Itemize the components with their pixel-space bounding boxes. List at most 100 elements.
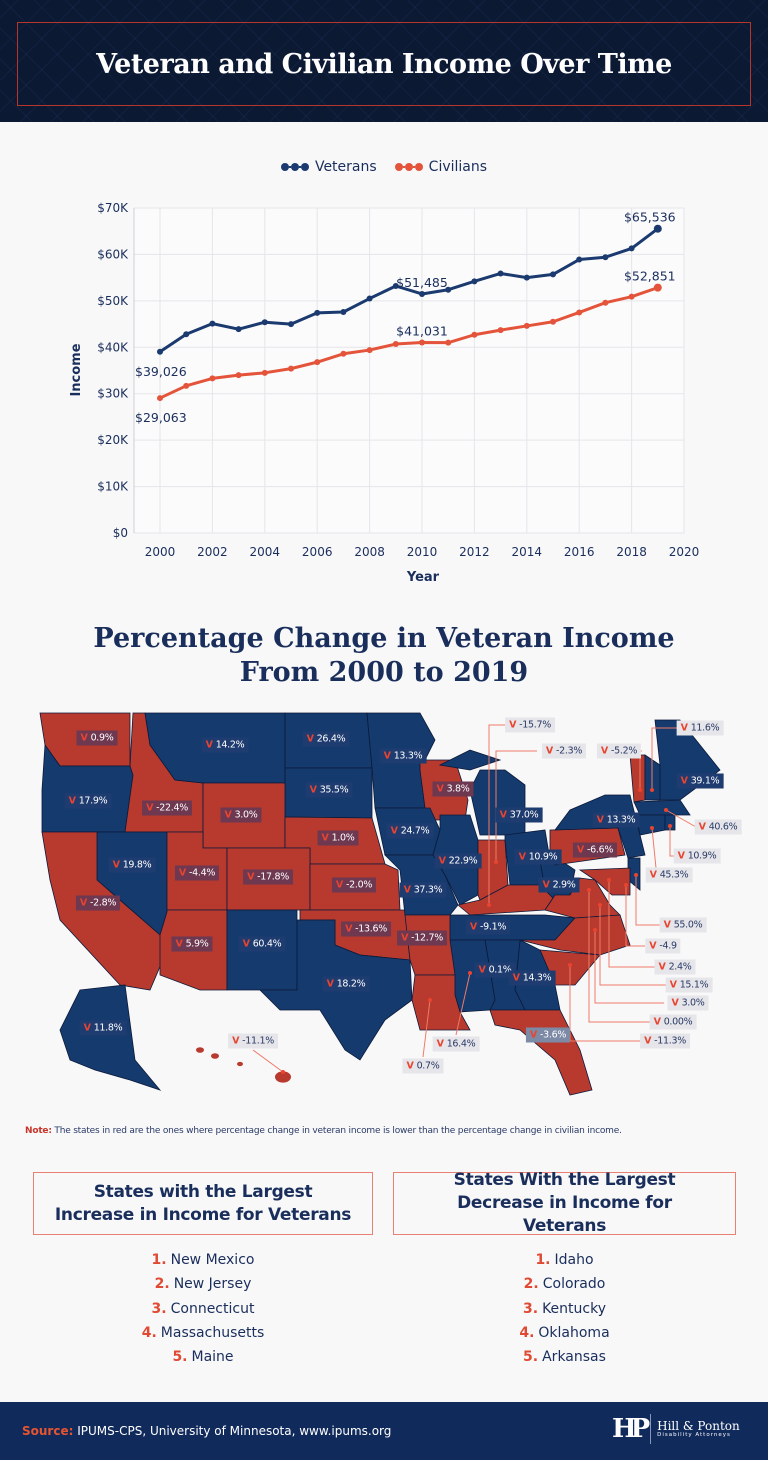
y-tick-label: $10K: [97, 480, 129, 494]
page-title: Veteran and Civilian Income Over Time: [96, 48, 672, 80]
data-point: [653, 224, 662, 233]
x-tick-label: 2004: [250, 545, 281, 559]
state-hi: [196, 1047, 204, 1053]
data-label: $51,485: [396, 275, 448, 290]
logo-name: Hill & Ponton: [657, 1419, 740, 1433]
state-wy: [202, 782, 286, 849]
data-point: [183, 382, 190, 389]
data-point: [497, 270, 504, 277]
state-tn: [444, 914, 576, 941]
data-point: [235, 326, 242, 333]
y-tick-label: $20K: [97, 433, 129, 447]
note-label: Note:: [25, 1126, 52, 1136]
decrease-title-box: States With the Largest Decrease in Inco…: [393, 1170, 736, 1236]
callout-dot: [281, 1070, 285, 1074]
state-hi: [211, 1053, 219, 1059]
callout-dot: [428, 998, 432, 1002]
x-tick-label: 2002: [197, 545, 228, 559]
state-la: [411, 974, 471, 1031]
data-point: [523, 274, 530, 281]
callout-line-va: [599, 905, 668, 986]
x-tick-label: 2000: [145, 545, 176, 559]
data-point: [602, 299, 609, 306]
source-label: Source:: [22, 1424, 74, 1438]
rank-number: 3.: [151, 1300, 167, 1317]
legend-label: Civilians: [428, 159, 488, 175]
data-point: [157, 395, 163, 402]
legend-veterans: Veterans: [280, 159, 377, 175]
state-name: Massachusetts: [160, 1324, 265, 1341]
y-tick-label: $60K: [97, 247, 129, 261]
list-item: 1. Idaho: [393, 1248, 736, 1272]
data-point: [628, 245, 635, 252]
list-item: 3. Kentucky: [393, 1297, 736, 1321]
state-name: New Mexico: [170, 1252, 255, 1268]
logo-sub: Disability Attorneys: [657, 1432, 731, 1438]
note-text: The states in red are the ones where per…: [51, 1126, 622, 1136]
data-label: $39,026: [135, 364, 187, 379]
y-tick-label: $30K: [97, 387, 129, 401]
state-ar: [404, 914, 456, 976]
x-tick-label: 2008: [354, 545, 385, 559]
state-vt: [629, 754, 646, 803]
y-axis-title: Income: [69, 343, 84, 396]
callout-dot: [650, 826, 654, 830]
rank-number: 3.: [523, 1300, 539, 1317]
header-banner: Veteran and Civilian Income Over Time: [0, 0, 768, 122]
state-nc: [519, 914, 631, 956]
callout-dot: [568, 963, 572, 967]
y-tick-label: $0: [113, 526, 128, 540]
callout-line-ms: [455, 972, 471, 1036]
data-point: [628, 293, 635, 300]
data-point: [445, 339, 452, 346]
callout-line-in: [495, 750, 537, 862]
list-item: 5. Arkansas: [393, 1345, 736, 1369]
data-point: [261, 319, 268, 326]
callout-line-nc: [594, 930, 664, 1004]
callout-dot: [468, 971, 472, 975]
callout-dot: [664, 808, 668, 812]
source-value: IPUMS-CPS, University of Minnesota, www.…: [73, 1424, 392, 1438]
map-title-line2: From 2000 to 2019: [239, 657, 529, 688]
us-map: [39, 712, 721, 1096]
data-point: [471, 278, 478, 285]
state-name: Colorado: [542, 1276, 606, 1293]
state-nm: [226, 909, 298, 991]
map-title-line1: Percentage Change in Veteran Income: [93, 623, 675, 654]
income-line-chart: 2000 2002 2004 2006 2008 2010 2012 2014 2016 2018…: [69, 201, 700, 585]
callout-dot: [587, 888, 591, 892]
state-name: Kentucky: [542, 1300, 606, 1317]
y-tick-label: $50K: [97, 294, 129, 308]
rank-number: 2.: [523, 1276, 539, 1293]
state-co: [226, 847, 311, 911]
series-line-civilians: [159, 286, 659, 400]
data-point: [340, 350, 347, 357]
data-point: [653, 283, 662, 292]
data-point: [471, 331, 478, 338]
rank-number: 4.: [141, 1324, 157, 1341]
data-point: [288, 365, 294, 372]
x-tick-label: 2010: [407, 545, 438, 559]
state-me: [654, 719, 721, 801]
decrease-list: 1. Idaho 2. Colorado 3. Kentucky 4. Oklahoma 5. A…: [393, 1248, 736, 1369]
x-tick-label: 2016: [564, 545, 595, 559]
source-text: Source: IPUMS-CPS, University of Minneso…: [22, 1424, 391, 1438]
plot-area: [134, 208, 684, 533]
callout-dot: [593, 928, 597, 932]
list-item: 3. Connecticut: [33, 1297, 373, 1321]
list-item: 5. Maine: [33, 1345, 373, 1369]
data-label: $52,851: [624, 269, 676, 284]
state-nd: [284, 712, 373, 769]
callout-dot: [598, 903, 602, 907]
data-point: [550, 271, 556, 278]
callout-dot: [650, 788, 654, 792]
list-item: 4. Oklahoma: [393, 1321, 736, 1345]
callout-dot: [607, 878, 611, 882]
callout-line-hi: [252, 1049, 284, 1073]
state-ks: [309, 863, 401, 911]
x-tick-label: 2020: [669, 545, 700, 559]
state-ma: [633, 799, 691, 816]
state-sd: [284, 767, 373, 819]
rank-number: 4.: [519, 1324, 535, 1341]
x-tick-label: 2014: [512, 545, 543, 559]
